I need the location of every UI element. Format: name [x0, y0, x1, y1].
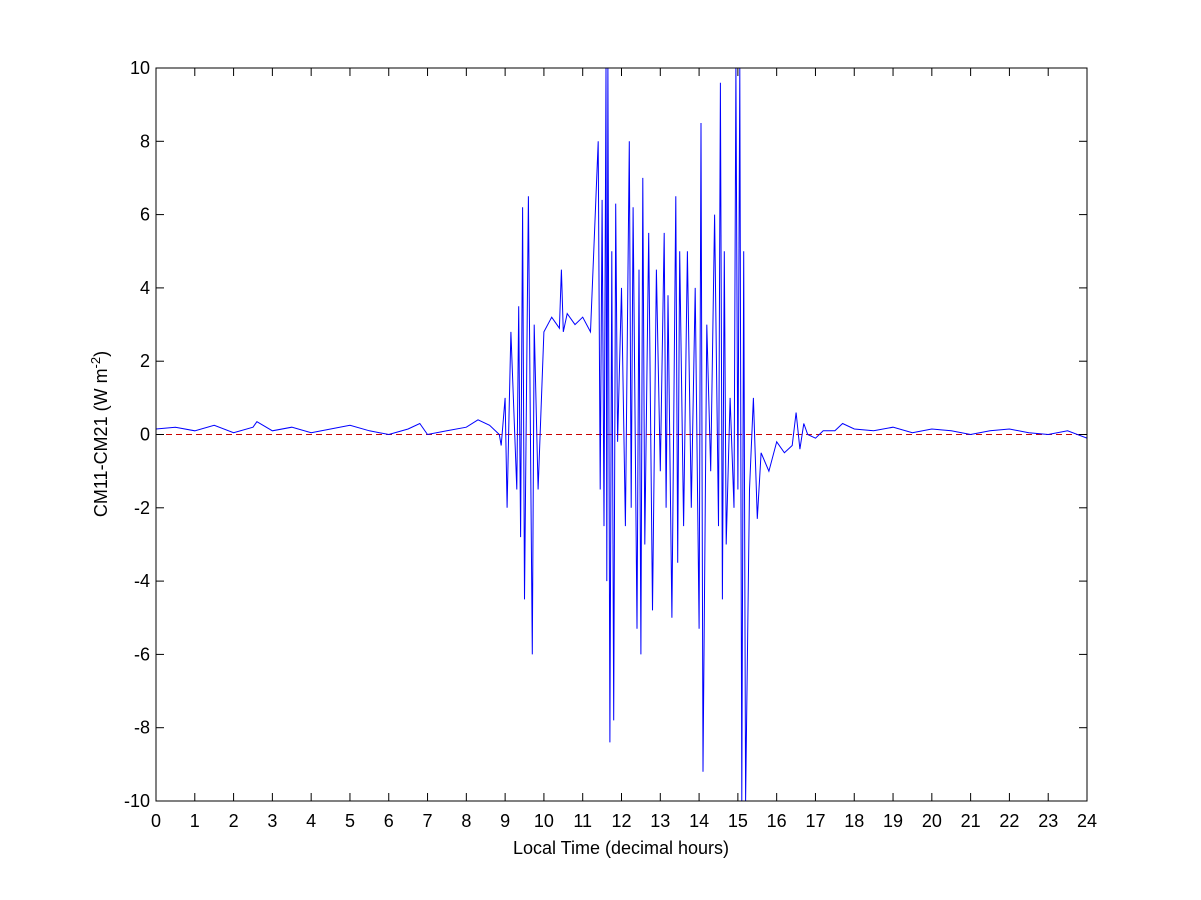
x-tick-label: 23 [1038, 811, 1058, 831]
x-tick-label: 16 [767, 811, 787, 831]
y-tick-label: 10 [130, 58, 150, 78]
y-tick-label: -6 [134, 644, 150, 664]
x-tick-label: 18 [844, 811, 864, 831]
x-tick-label: 15 [728, 811, 748, 831]
x-tick-label: 3 [267, 811, 277, 831]
y-tick-label: 0 [140, 425, 150, 445]
y-tick-label: -4 [134, 571, 150, 591]
y-tick-label: 4 [140, 278, 150, 298]
x-tick-label: 9 [500, 811, 510, 831]
x-tick-label: 11 [573, 811, 592, 831]
y-tick-label: -8 [134, 718, 150, 738]
x-tick-label: 6 [384, 811, 394, 831]
x-tick-label: 4 [306, 811, 316, 831]
x-tick-label: 21 [961, 811, 981, 831]
y-axis-label: CM11-CM21 (W m-2) [88, 351, 112, 517]
y-tick-label: 8 [140, 131, 150, 151]
x-tick-label: 1 [190, 811, 200, 831]
x-tick-label: 13 [650, 811, 670, 831]
x-tick-label: 19 [883, 811, 903, 831]
x-tick-label: 20 [922, 811, 942, 831]
x-tick-label: 7 [423, 811, 433, 831]
x-tick-label: 24 [1077, 811, 1097, 831]
x-tick-label: 22 [999, 811, 1019, 831]
x-tick-label: 8 [461, 811, 471, 831]
y-tick-label: -2 [134, 498, 150, 518]
x-tick-label: 10 [534, 811, 554, 831]
x-tick-label: 0 [151, 811, 161, 831]
y-tick-label: 6 [140, 205, 150, 225]
y-tick-label: -10 [124, 791, 150, 811]
x-axis-label: Local Time (decimal hours) [513, 838, 729, 858]
x-tick-label: 5 [345, 811, 355, 831]
y-tick-label: 2 [140, 351, 150, 371]
x-tick-label: 2 [229, 811, 239, 831]
series-line-0 [156, 68, 1087, 801]
x-tick-label: 12 [611, 811, 631, 831]
x-tick-label: 17 [805, 811, 825, 831]
x-tick-label: 14 [689, 811, 709, 831]
